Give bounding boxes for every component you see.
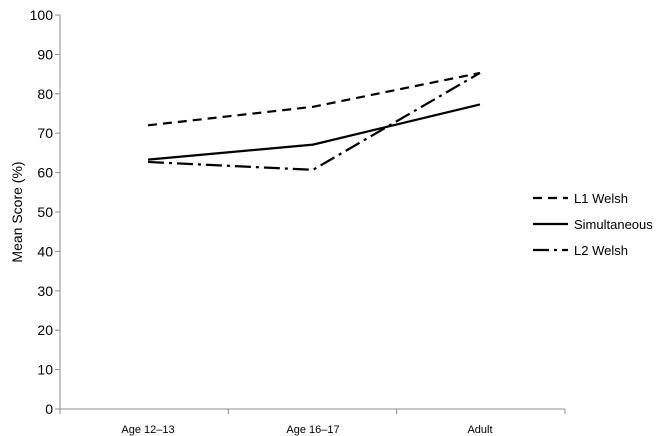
y-tick-label: 20 [37,322,53,338]
y-tick-label: 30 [37,283,53,299]
series-line-l2-welsh [147,71,481,171]
y-tick-label: 80 [37,86,53,102]
series-line-l1-welsh [147,71,481,127]
x-tick-label: Age 12–13 [121,424,174,436]
legend-label: L2 Welsh [574,243,628,258]
y-tick-label: 50 [37,204,53,220]
y-tick-label: 90 [37,46,53,62]
y-tick-label: 100 [30,7,54,23]
legend-label: Simultaneous [574,217,653,232]
y-tick-label: 0 [45,401,53,417]
legend: L1 Welsh Simultaneous L2 Welsh [533,191,653,258]
y-tick-label: 70 [37,125,53,141]
x-tick-label: Adult [467,424,492,436]
series-lines [147,71,481,171]
x-tick-label: Age 16–17 [286,424,339,436]
legend-label: L1 Welsh [574,191,628,206]
y-tick-label: 60 [37,165,53,181]
y-axis-title: Mean Score (%) [9,161,25,262]
tick-labels: 0 10 20 30 40 50 60 70 80 90 100 Age 12–13 Age 16–17… [30,7,493,436]
y-tick-label: 40 [37,243,53,259]
series-line-simultaneous [147,103,481,161]
axes [55,14,566,414]
y-tick-label: 10 [37,362,53,378]
